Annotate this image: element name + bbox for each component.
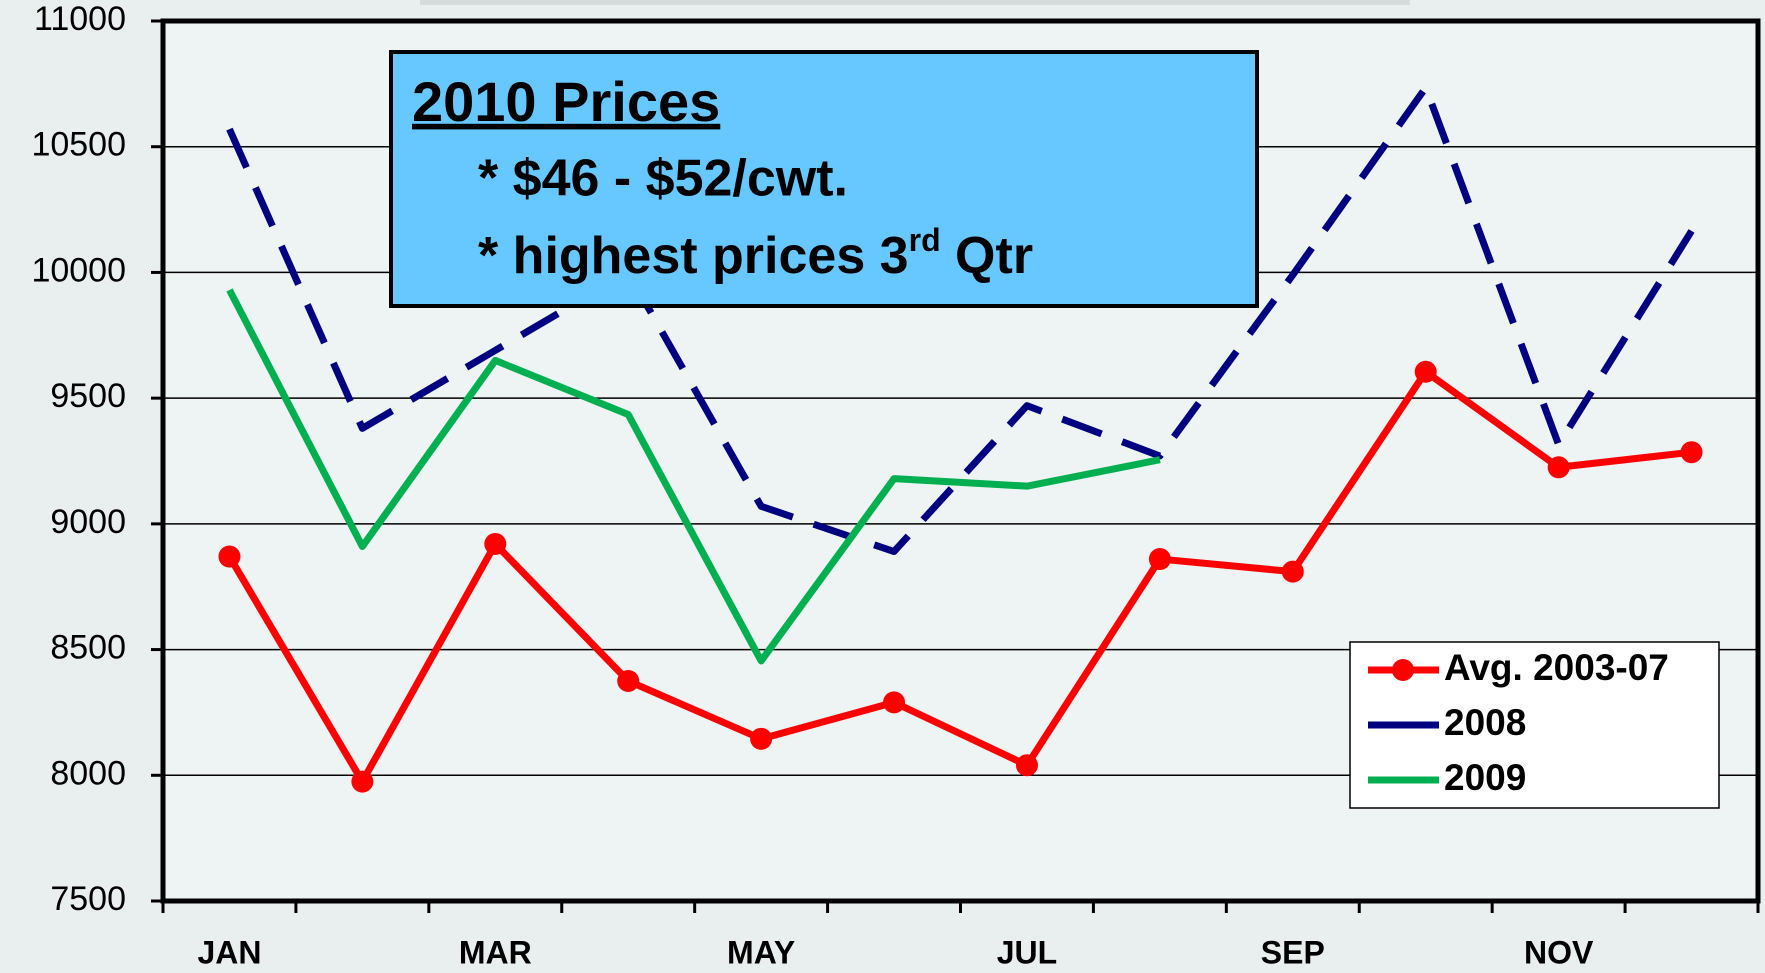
- y-tick-label: 11000: [34, 0, 126, 38]
- marker: [218, 545, 241, 568]
- series-line: [226, 84, 1695, 556]
- marker: [484, 532, 507, 555]
- marker: [883, 691, 906, 714]
- annotation-title: 2010 Prices: [412, 70, 720, 133]
- legend-label: 2009: [1444, 757, 1526, 798]
- y-tick-label: 9000: [50, 503, 126, 541]
- y-tick-label: 10500: [31, 126, 126, 164]
- series-line: [226, 288, 1161, 665]
- plot-frame: [160, 18, 1761, 904]
- legend-marker: [1392, 659, 1414, 681]
- annotation-text: * highest prices 3: [478, 227, 909, 285]
- x-tick-label: SEP: [1261, 934, 1325, 970]
- marker: [1680, 441, 1703, 464]
- legend-label: 2008: [1444, 702, 1526, 743]
- marker: [750, 727, 773, 750]
- y-tick-label: 10000: [31, 251, 126, 289]
- marker: [1547, 456, 1570, 479]
- legend-label: Avg. 2003-07: [1444, 647, 1669, 688]
- y-tick-label: 8000: [50, 754, 126, 792]
- y-tick-label: 9500: [50, 377, 126, 415]
- x-tick-label: MAR: [459, 934, 532, 970]
- y-tick-label: 7500: [50, 880, 126, 918]
- marker: [1414, 360, 1437, 383]
- marker: [1015, 754, 1038, 777]
- series-line: [226, 368, 1692, 786]
- marker: [351, 770, 374, 793]
- top-decoration: [420, 0, 1410, 5]
- y-tick-label: 8500: [50, 629, 126, 667]
- annotation-line: * $46 - $52/cwt.: [478, 150, 848, 208]
- x-tick-label: MAY: [727, 934, 795, 970]
- marker: [1148, 548, 1171, 571]
- marker: [617, 670, 640, 692]
- annotation-line: * highest prices 3rd Qtr: [478, 222, 1033, 284]
- annotation-text: Qtr: [941, 227, 1033, 285]
- x-tick-label: JAN: [197, 934, 261, 970]
- x-tick-label: NOV: [1524, 934, 1594, 970]
- marker: [1281, 560, 1304, 583]
- annotation-superscript: rd: [909, 222, 941, 258]
- annotation-box: [389, 50, 1259, 308]
- annotation: 2010 Prices * $46 - $52/cwt. * highest p…: [389, 50, 1259, 308]
- x-tick-label: JUL: [997, 934, 1057, 970]
